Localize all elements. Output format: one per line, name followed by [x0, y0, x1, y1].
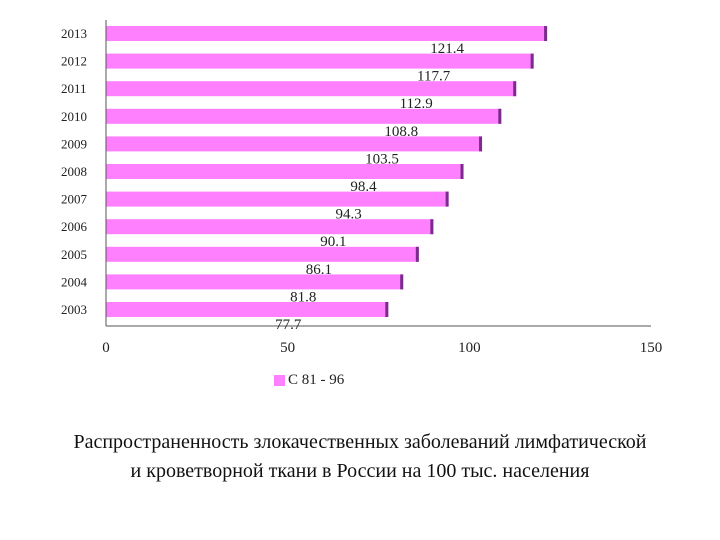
- bar-2008: [106, 164, 464, 179]
- bar-chart: 2013 2012 2011 2010 2009 2008 2007 2006 2005 2004…: [61, 20, 662, 356]
- data-labels-group: 121.4 117.7 112.9 108.8 103.5 98.4 94.3 90.1 86.…: [275, 41, 464, 333]
- data-label-2007: 94.3: [335, 207, 361, 223]
- bar-edge-2011: [513, 81, 517, 97]
- category-label-2012: 2012: [61, 54, 87, 69]
- bar-2003: [106, 302, 389, 317]
- data-label-2009: 103.5: [365, 151, 399, 167]
- category-label-2011: 2011: [61, 81, 87, 96]
- category-label-2004: 2004: [61, 274, 88, 289]
- category-label-2013: 2013: [61, 26, 87, 41]
- category-label-2005: 2005: [61, 247, 87, 262]
- data-label-2011: 112.9: [400, 96, 433, 112]
- category-label-2008: 2008: [61, 164, 87, 179]
- category-labels-group: 2013 2012 2011 2010 2009 2008 2007 2006 2005 2004…: [61, 26, 88, 317]
- legend: C 81 - 96: [274, 372, 344, 389]
- legend-label: C 81 - 96: [288, 372, 345, 388]
- bar-edges-group: [385, 26, 548, 317]
- data-label-2012: 117.7: [417, 69, 451, 85]
- category-label-2010: 2010: [61, 109, 87, 124]
- caption-line-1: Распространенность злокачественных забол…: [73, 431, 647, 453]
- bar-2009: [106, 136, 483, 152]
- bar-edge-2004: [400, 274, 404, 290]
- bar-edge-2005: [415, 246, 419, 262]
- bar-2007: [106, 191, 449, 207]
- data-label-2005: 86.1: [306, 262, 332, 278]
- data-label-2013: 121.4: [430, 41, 464, 57]
- bar-edge-2009: [479, 136, 483, 152]
- category-label-2003: 2003: [61, 302, 87, 317]
- category-label-2007: 2007: [61, 192, 88, 207]
- data-label-2008: 98.4: [350, 179, 377, 195]
- x-tick-label-100: 100: [458, 340, 481, 356]
- data-label-2010: 108.8: [384, 124, 418, 140]
- x-tick-label-0: 0: [102, 340, 110, 356]
- x-tick-labels-group: 0 50 100 150: [102, 340, 662, 356]
- bar-edge-2008: [460, 164, 464, 179]
- bar-2013: [106, 26, 548, 41]
- bar-edge-2003: [385, 302, 389, 317]
- legend-swatch: [274, 375, 285, 386]
- x-tick-label-150: 150: [640, 340, 663, 356]
- bar-2012: [106, 53, 534, 69]
- chart-caption: Распространенность злокачественных забол…: [0, 428, 720, 486]
- x-tick-label-50: 50: [280, 340, 295, 356]
- category-label-2006: 2006: [61, 219, 88, 234]
- data-label-2004: 81.8: [290, 289, 316, 305]
- bar-2010: [106, 108, 502, 124]
- bar-edge-2010: [498, 108, 502, 124]
- bar-edge-2006: [430, 219, 434, 235]
- bar-2011: [106, 81, 517, 97]
- bar-2006: [106, 219, 434, 235]
- bar-edge-2007: [445, 191, 449, 207]
- bar-edge-2012: [530, 53, 534, 69]
- caption-line-2: и кроветворной ткани в России на 100 тыс…: [130, 460, 590, 482]
- bar-2005: [106, 246, 419, 262]
- bars-group: [106, 26, 548, 317]
- bar-2004: [106, 274, 404, 290]
- category-label-2009: 2009: [61, 136, 87, 151]
- data-label-2003: 77.7: [275, 317, 302, 333]
- bar-edge-2013: [544, 26, 548, 41]
- data-label-2006: 90.1: [320, 234, 346, 250]
